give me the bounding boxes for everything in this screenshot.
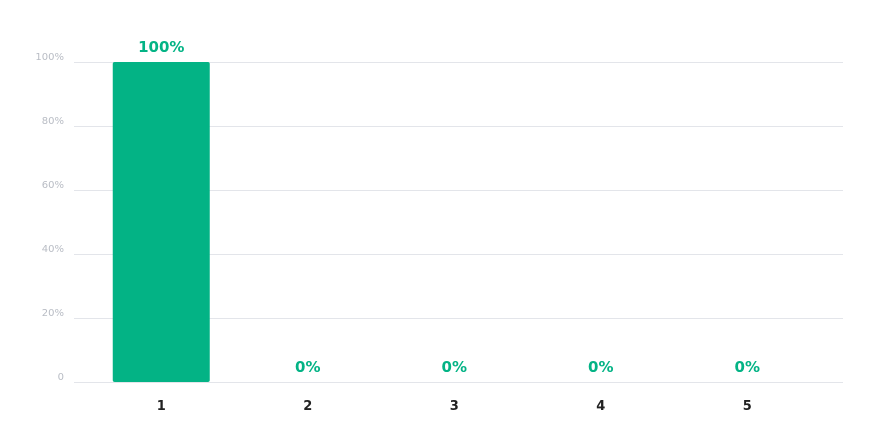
y-tick-label: 100% bbox=[35, 52, 64, 63]
data-label: 0% bbox=[588, 358, 613, 376]
x-tick-label: 4 bbox=[596, 399, 605, 414]
y-tick-label: 40% bbox=[42, 244, 64, 255]
x-tick-label: 5 bbox=[743, 399, 752, 414]
y-tick-label: 20% bbox=[42, 308, 64, 319]
y-tick-label: 0 bbox=[58, 372, 64, 383]
y-tick-label: 80% bbox=[42, 116, 64, 127]
x-tick-label: 3 bbox=[450, 399, 459, 414]
data-label: 0% bbox=[442, 358, 467, 376]
x-tick-label: 2 bbox=[303, 399, 312, 414]
y-tick-label: 60% bbox=[42, 180, 64, 191]
data-label: 100% bbox=[138, 38, 184, 56]
data-label: 0% bbox=[735, 358, 760, 376]
data-label: 0% bbox=[295, 358, 320, 376]
bar bbox=[112, 62, 210, 382]
x-tick-label: 1 bbox=[157, 399, 166, 414]
